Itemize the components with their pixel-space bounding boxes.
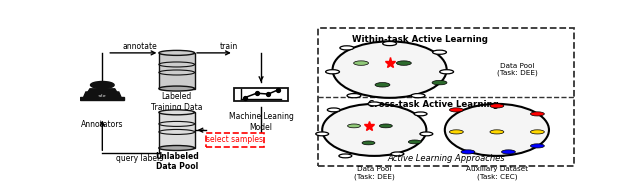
Circle shape (340, 46, 354, 50)
Text: Machine Leaning
Model: Machine Leaning Model (228, 112, 294, 132)
Text: Active Learning Approaches: Active Learning Approaches (387, 154, 504, 163)
Circle shape (354, 61, 369, 65)
Circle shape (375, 83, 390, 87)
Ellipse shape (322, 104, 426, 156)
Text: Labeled
Training Data: Labeled Training Data (151, 92, 202, 112)
Circle shape (368, 102, 381, 106)
Circle shape (531, 130, 545, 134)
Circle shape (391, 152, 404, 156)
Ellipse shape (333, 41, 447, 98)
Ellipse shape (159, 50, 195, 55)
FancyBboxPatch shape (207, 133, 264, 146)
Circle shape (414, 112, 427, 116)
Circle shape (411, 94, 425, 98)
Text: Annotators: Annotators (81, 120, 124, 130)
Text: annotate: annotate (122, 42, 157, 51)
Circle shape (420, 132, 433, 136)
Ellipse shape (159, 146, 195, 151)
Circle shape (327, 108, 340, 112)
Circle shape (90, 81, 114, 89)
Circle shape (339, 154, 352, 158)
Circle shape (396, 61, 412, 65)
Circle shape (348, 124, 360, 128)
Circle shape (531, 144, 545, 148)
Text: Cross-task Active Learning: Cross-task Active Learning (367, 100, 499, 109)
Text: query labels: query labels (116, 154, 163, 163)
Text: Data Pool
(Task: DEE): Data Pool (Task: DEE) (497, 63, 538, 76)
Text: </>: </> (98, 94, 107, 98)
FancyBboxPatch shape (159, 112, 195, 148)
Circle shape (449, 130, 463, 134)
Circle shape (440, 70, 454, 74)
Circle shape (316, 132, 329, 136)
Polygon shape (84, 92, 121, 97)
Circle shape (383, 41, 397, 46)
Circle shape (380, 124, 392, 128)
Circle shape (490, 104, 504, 108)
Ellipse shape (445, 104, 549, 156)
FancyBboxPatch shape (159, 53, 195, 89)
Circle shape (433, 50, 447, 54)
Text: Within-task Active Learning: Within-task Active Learning (352, 35, 488, 44)
Polygon shape (84, 89, 120, 97)
Circle shape (490, 130, 504, 134)
Circle shape (362, 141, 375, 145)
Circle shape (449, 108, 463, 112)
FancyBboxPatch shape (318, 28, 573, 166)
Polygon shape (81, 97, 124, 100)
Circle shape (461, 150, 475, 154)
Text: Auxiliary Dataset
(Task: CEC): Auxiliary Dataset (Task: CEC) (466, 166, 528, 180)
Text: select samples: select samples (207, 135, 264, 144)
Text: Unlabeled
Data Pool: Unlabeled Data Pool (155, 152, 198, 171)
Text: train: train (220, 42, 238, 51)
Circle shape (432, 80, 447, 85)
Circle shape (408, 140, 421, 144)
Ellipse shape (159, 110, 195, 115)
Text: Data Pool
(Task: DEE): Data Pool (Task: DEE) (354, 166, 395, 180)
Circle shape (531, 112, 545, 116)
FancyBboxPatch shape (234, 88, 289, 101)
Circle shape (502, 150, 515, 154)
Circle shape (326, 70, 339, 74)
Ellipse shape (159, 86, 195, 91)
Circle shape (347, 94, 361, 98)
